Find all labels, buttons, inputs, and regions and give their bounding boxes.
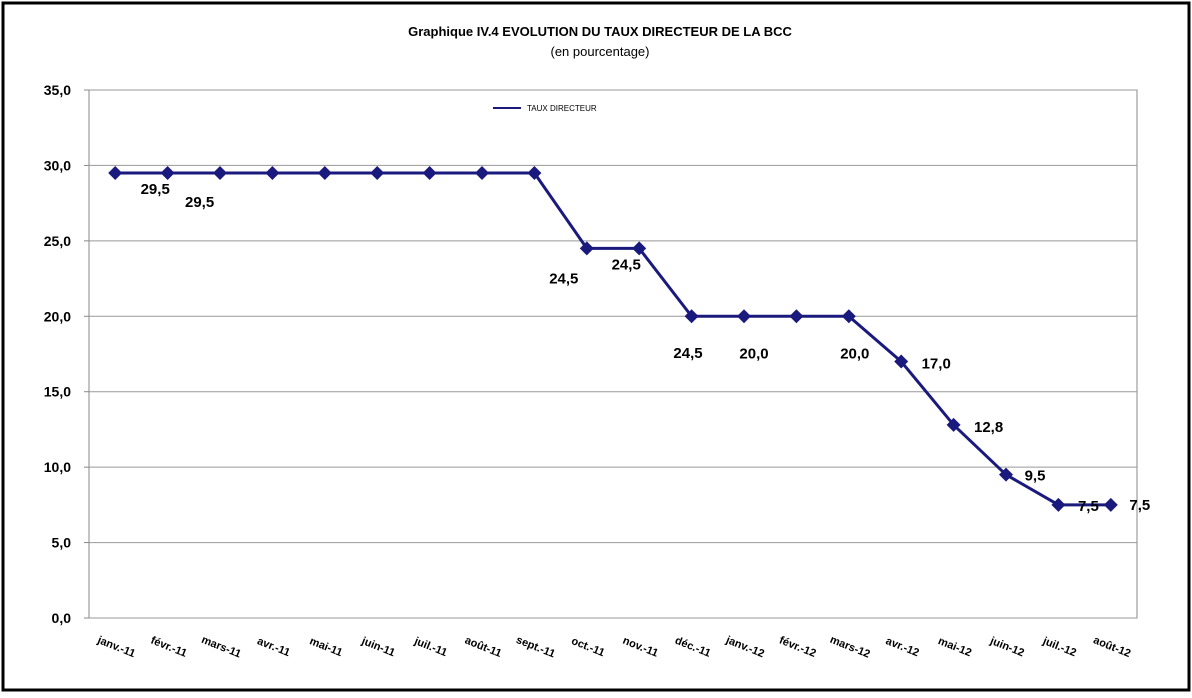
data-label: 17,0 bbox=[922, 356, 951, 373]
marker bbox=[1103, 497, 1118, 512]
marker bbox=[160, 165, 175, 180]
marker bbox=[213, 165, 227, 180]
y-tick-label: 30,0 bbox=[44, 157, 71, 173]
annotation: 24,5 bbox=[673, 345, 702, 362]
marker bbox=[1051, 497, 1066, 512]
y-tick-label: 35,0 bbox=[44, 82, 71, 98]
y-tick-label: 15,0 bbox=[44, 384, 71, 400]
marker bbox=[632, 241, 647, 256]
marker bbox=[265, 165, 280, 180]
data-label: 24,5 bbox=[612, 256, 641, 273]
marker bbox=[946, 417, 961, 432]
data-label: 9,5 bbox=[1025, 468, 1046, 485]
chart-title: Graphique IV.4 EVOLUTION DU TAUX DIRECTE… bbox=[408, 24, 792, 39]
marker bbox=[579, 241, 594, 256]
data-label: 7,5 bbox=[1078, 498, 1099, 515]
marker bbox=[317, 165, 332, 180]
marker bbox=[737, 309, 751, 324]
marker bbox=[841, 309, 856, 324]
y-tick-label: 25,0 bbox=[44, 233, 71, 249]
data-label: 7,5 bbox=[1129, 497, 1150, 514]
marker bbox=[894, 354, 909, 369]
data-label: 29,5 bbox=[185, 194, 214, 211]
marker bbox=[999, 467, 1013, 482]
marker bbox=[370, 165, 385, 180]
marker bbox=[422, 165, 437, 180]
legend-label: TAUX DIRECTEUR bbox=[527, 104, 597, 113]
y-tick-label: 20,0 bbox=[44, 308, 71, 324]
chart-subtitle: (en pourcentage) bbox=[550, 44, 649, 59]
y-tick-label: 10,0 bbox=[44, 459, 71, 475]
data-label: 12,8 bbox=[974, 419, 1003, 436]
data-label: 29,5 bbox=[141, 181, 170, 198]
data-label: 20,0 bbox=[739, 345, 768, 362]
data-label: 24,5 bbox=[549, 270, 578, 287]
marker bbox=[789, 309, 804, 324]
line bbox=[115, 171, 1111, 507]
y-tick-label: 0,0 bbox=[52, 610, 72, 626]
marker bbox=[108, 165, 123, 180]
marker bbox=[527, 165, 542, 180]
data-label: 20,0 bbox=[840, 345, 869, 362]
marker bbox=[475, 165, 489, 180]
marker bbox=[684, 309, 699, 324]
y-tick-label: 5,0 bbox=[52, 535, 72, 551]
